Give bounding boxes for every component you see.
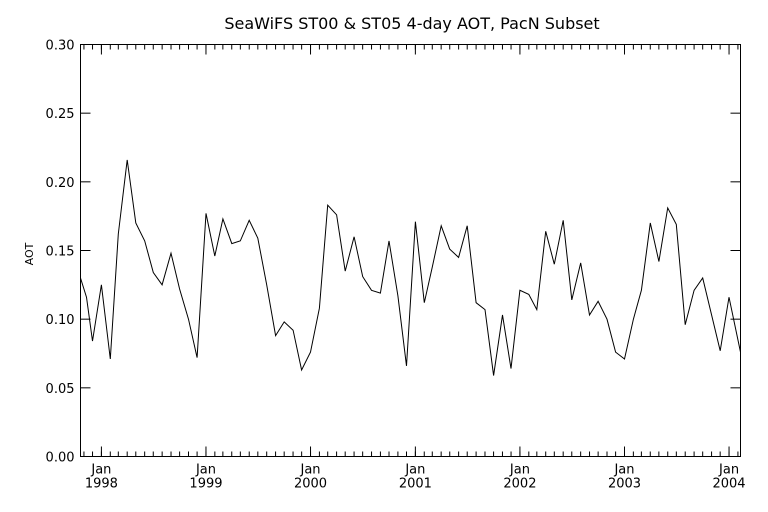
y-tick-label: 0.15 — [46, 245, 75, 260]
y-tick-label: 0.20 — [46, 176, 75, 191]
y-axis: 0.00 0.05 0.10 0.15 0.20 0.25 0.30 — [46, 39, 741, 466]
x-tick-month-label: Jan — [404, 463, 425, 478]
plot-frame — [80, 44, 741, 457]
x-tick-month-label: Jan — [509, 463, 530, 478]
y-tick-label: 0.30 — [46, 39, 75, 54]
x-tick-month-label: Jan — [90, 463, 111, 478]
x-tick-month-label: Jan — [195, 463, 216, 478]
x-tick-year-label: 2003 — [608, 477, 641, 492]
chart-title: SeaWiFS ST00 & ST05 4-day AOT, PacN Subs… — [224, 14, 599, 33]
series-group — [80, 159, 741, 376]
x-tick-month-label: Jan — [613, 463, 634, 478]
y-axis-label: AOT — [23, 242, 36, 265]
series-line-aot — [80, 159, 741, 376]
x-tick-year-label: 1999 — [189, 477, 222, 492]
y-tick-label: 0.25 — [46, 107, 75, 122]
x-tick-month-label: Jan — [718, 463, 739, 478]
x-tick-year-label: 2000 — [294, 477, 327, 492]
y-tick-label: 0.05 — [46, 382, 75, 397]
x-axis: Jan1998Jan1999Jan2000Jan2001Jan2002Jan20… — [83, 44, 746, 492]
x-tick-year-label: 2004 — [712, 477, 745, 492]
x-tick-month-label: Jan — [300, 463, 321, 478]
y-tick-label: 0.00 — [46, 451, 75, 466]
x-tick-year-label: 2001 — [399, 477, 432, 492]
x-tick-year-label: 2002 — [503, 477, 536, 492]
x-tick-year-label: 1998 — [85, 477, 118, 492]
y-tick-label: 0.10 — [46, 313, 75, 328]
